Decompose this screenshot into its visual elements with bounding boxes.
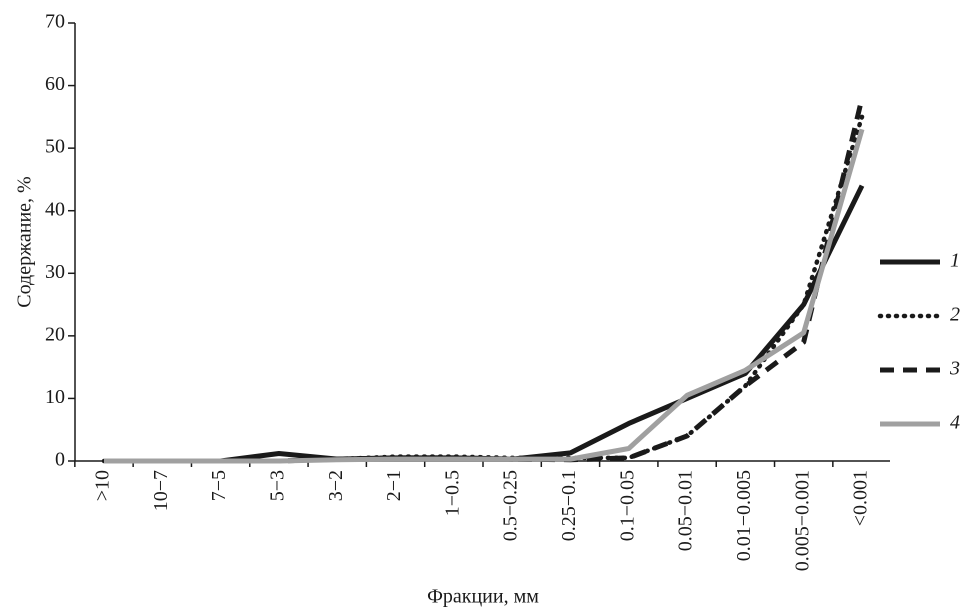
y-tick-label: 30: [45, 261, 65, 283]
y-tick-label: 60: [45, 73, 65, 95]
y-tick-label: 70: [45, 11, 65, 33]
x-tick-label: 0.1−0.05: [616, 470, 638, 541]
line-series: [104, 184, 865, 464]
x-tick-label: 0.5−0.25: [500, 470, 522, 541]
x-tick-label: 1−0.5: [441, 470, 463, 516]
x-tick-label: >10: [92, 470, 114, 501]
line-series: [104, 128, 865, 464]
line-series: [101, 114, 865, 464]
x-tick-label: <0.001: [850, 470, 872, 526]
x-tick-label: 0.01−0.005: [733, 470, 755, 561]
legend-label: 4: [950, 412, 960, 434]
y-tick-label: 20: [45, 323, 65, 345]
legend-label: 1: [950, 250, 960, 272]
x-tick-label: 0.05−0.01: [675, 470, 697, 551]
y-tick-label: 10: [45, 386, 65, 408]
legend-label: 3: [949, 358, 960, 380]
y-tick-label: 50: [45, 136, 65, 158]
y-tick-label: 0: [55, 449, 65, 471]
x-tick-label: 10−7: [150, 470, 172, 511]
x-tick-label: 0.25−0.1: [558, 470, 580, 541]
x-tick-label: 7−5: [208, 470, 230, 501]
y-tick-label: 40: [45, 198, 65, 220]
line-series: [104, 97, 865, 464]
legend-label: 2: [950, 304, 960, 326]
y-axis-label: Содержание, %: [14, 176, 36, 307]
x-tick-label: 3−2: [325, 470, 347, 501]
x-axis-label: Фракции, мм: [427, 586, 539, 608]
x-tick-label: 2−1: [383, 470, 405, 501]
x-tick-label: 5−3: [267, 470, 289, 501]
x-tick-label: 0.005−0.001: [791, 470, 813, 571]
